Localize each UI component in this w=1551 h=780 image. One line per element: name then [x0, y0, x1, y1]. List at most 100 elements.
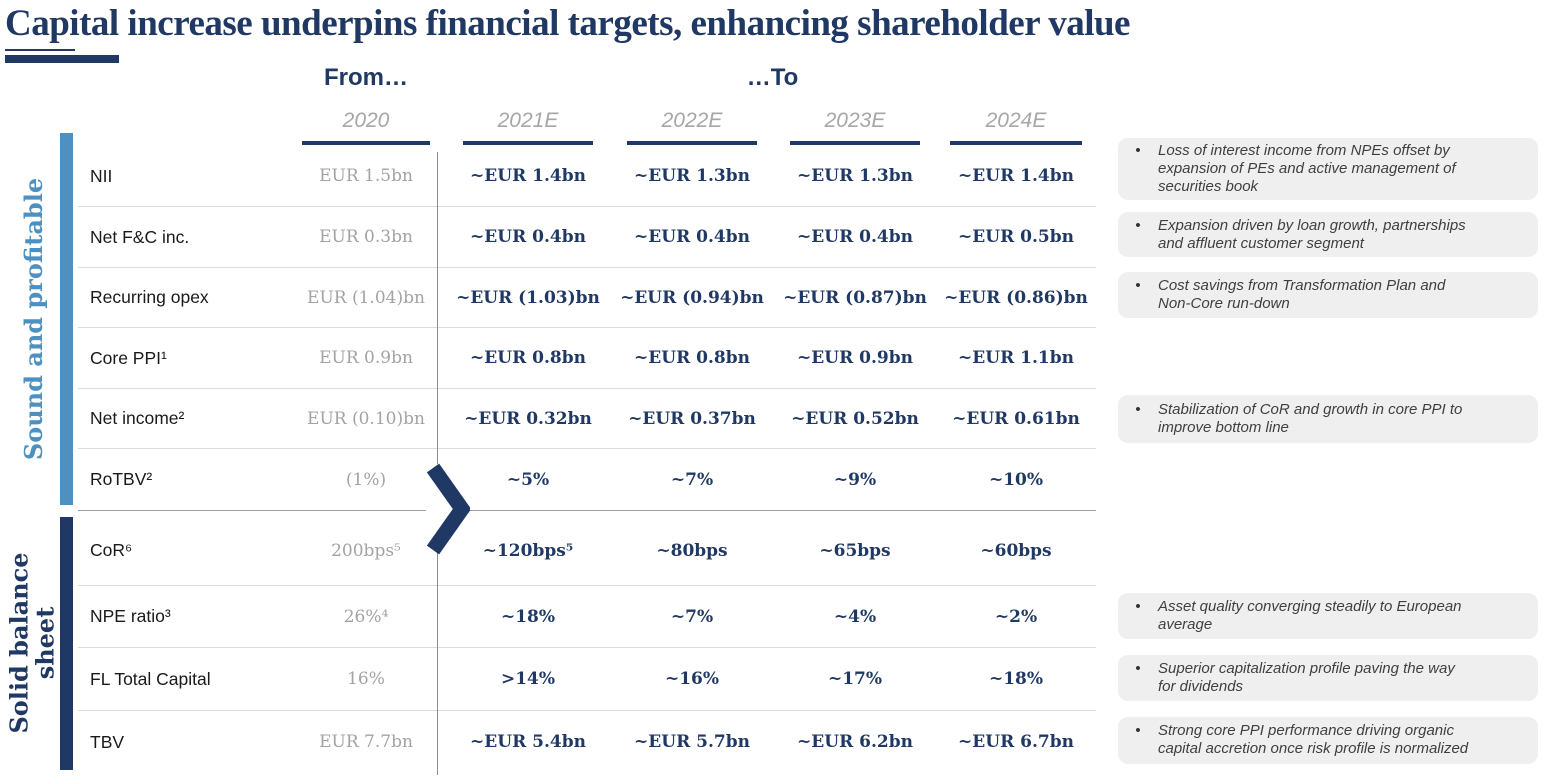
value-2021e: ~18% — [500, 606, 556, 627]
section-label-solid-balance-sheet: Solid balance sheet — [4, 552, 60, 734]
table-row: NPE ratio³ 26%⁴ ~18% ~7% ~4% ~2% — [78, 586, 1096, 648]
table-row: Net income² EUR (0.10)bn ~EUR 0.32bn ~EU… — [78, 389, 1096, 449]
table-row: CoR⁶ 200bps⁵ ~120bps⁵ ~80bps ~65bps ~60b… — [78, 516, 1096, 586]
bullet-icon: • — [1135, 217, 1141, 234]
value-2023e: ~4% — [833, 606, 877, 627]
value-2023e: ~EUR 1.3bn — [797, 166, 913, 186]
value-2023e: ~17% — [827, 669, 883, 689]
value-2020: 200bps⁵ — [331, 540, 401, 561]
value-2020: EUR (1.04)bn — [307, 287, 425, 308]
annotation-note: • Superior capitalization profile paving… — [1118, 655, 1538, 701]
annotation-note: • Cost savings from Transformation Plan … — [1118, 272, 1538, 318]
value-2024e: ~EUR 1.1bn — [958, 348, 1074, 368]
title-underline-thin — [5, 49, 75, 51]
value-2024e: ~18% — [988, 669, 1044, 689]
page-title: Capital increase underpins financial tar… — [5, 3, 1130, 44]
value-2023e: ~65bps — [819, 540, 891, 561]
value-2024e: ~EUR 0.5bn — [958, 227, 1074, 247]
annotation-text: Superior capitalization profile paving t… — [1158, 660, 1455, 695]
value-2023e: ~EUR 0.9bn — [797, 348, 913, 368]
bullet-icon: • — [1135, 142, 1141, 159]
value-2021e: ~EUR (1.03)bn — [456, 287, 600, 308]
year-underline — [790, 141, 920, 145]
value-2021e: ~EUR 0.8bn — [470, 348, 586, 368]
value-2022e: ~16% — [664, 669, 720, 689]
section-bar-sound — [60, 133, 73, 505]
year-underline — [627, 141, 757, 145]
value-2024e: ~EUR 0.61bn — [952, 408, 1080, 429]
value-2022e: ~EUR 0.37bn — [628, 408, 756, 429]
value-2022e: ~7% — [670, 469, 714, 490]
row-label: NPE ratio³ — [90, 606, 171, 626]
value-2024e: ~EUR 6.7bn — [958, 732, 1074, 752]
value-2020: EUR 1.5bn — [319, 166, 413, 186]
value-2021e: ~EUR 1.4bn — [470, 166, 586, 186]
annotation-text: Expansion driven by loan growth, partner… — [1158, 217, 1466, 252]
value-2020: 16% — [347, 669, 385, 689]
annotation-text: Cost savings from Transformation Plan an… — [1158, 277, 1446, 312]
value-2024e: ~2% — [994, 606, 1038, 627]
value-2022e: ~EUR 0.4bn — [634, 227, 750, 247]
year-header-2022e: 2022E — [661, 109, 723, 132]
value-2022e: ~EUR 1.3bn — [634, 166, 750, 186]
column-divider — [437, 552, 438, 775]
value-2021e: ~EUR 0.32bn — [464, 408, 592, 429]
value-2020: EUR 0.9bn — [319, 348, 413, 368]
value-2020: EUR 7.7bn — [319, 732, 413, 752]
value-2023e: ~EUR 6.2bn — [797, 732, 913, 752]
value-2021e: ~EUR 0.4bn — [470, 227, 586, 247]
annotation-note: • Strong core PPI performance driving or… — [1118, 717, 1538, 764]
annotation-text: Stabilization of CoR and growth in core … — [1158, 401, 1463, 436]
section-divider — [468, 510, 1096, 511]
value-2022e: ~EUR (0.94)bn — [620, 287, 764, 308]
value-2023e: ~9% — [833, 469, 877, 490]
value-2020: 26%⁴ — [343, 606, 389, 627]
section-divider — [78, 510, 426, 511]
row-label: Net income² — [90, 408, 185, 428]
row-label: Net F&C inc. — [90, 226, 190, 247]
annotation-note: • Expansion driven by loan growth, partn… — [1118, 212, 1538, 257]
year-underline — [302, 141, 430, 145]
value-2024e: ~60bps — [980, 540, 1052, 561]
table-row: TBV EUR 7.7bn ~EUR 5.4bn ~EUR 5.7bn ~EUR… — [78, 711, 1096, 773]
title-underline-thick — [5, 55, 119, 63]
year-header-2023e: 2023E — [824, 109, 886, 132]
value-2022e: ~EUR 0.8bn — [634, 348, 750, 368]
value-2022e: ~7% — [670, 606, 714, 627]
bullet-icon: • — [1135, 277, 1141, 294]
table-row: Net F&C inc. EUR 0.3bn ~EUR 0.4bn ~EUR 0… — [78, 207, 1096, 268]
table-row: FL Total Capital 16% >14% ~16% ~17% ~18% — [78, 648, 1096, 711]
section-bar-solid — [60, 517, 73, 770]
table-row: NII EUR 1.5bn ~EUR 1.4bn ~EUR 1.3bn ~EUR… — [78, 146, 1096, 207]
column-divider — [437, 152, 438, 464]
row-label: CoR⁶ — [90, 540, 133, 560]
value-2024e: ~EUR (0.86)bn — [944, 287, 1088, 308]
annotation-text: Loss of interest income from NPEs offset… — [1158, 142, 1456, 195]
value-2023e: ~EUR 0.52bn — [791, 408, 919, 429]
annotation-note: • Loss of interest income from NPEs offs… — [1118, 138, 1538, 200]
row-label: Core PPI¹ — [90, 347, 167, 368]
value-2021e: ~120bps⁵ — [482, 540, 574, 561]
column-header-from: From… — [324, 64, 408, 91]
table-row: Core PPI¹ EUR 0.9bn ~EUR 0.8bn ~EUR 0.8b… — [78, 328, 1096, 389]
value-2021e: ~EUR 5.4bn — [470, 732, 586, 752]
year-header-2021e: 2021E — [497, 109, 559, 132]
value-2024e: ~EUR 1.4bn — [958, 166, 1074, 186]
value-2022e: ~EUR 5.7bn — [634, 732, 750, 752]
annotation-note: • Stabilization of CoR and growth in cor… — [1118, 395, 1538, 443]
year-underline — [463, 141, 593, 145]
value-2024e: ~10% — [988, 469, 1044, 490]
value-2023e: ~EUR 0.4bn — [797, 227, 913, 247]
row-label: Recurring opex — [90, 287, 209, 307]
value-2020: EUR 0.3bn — [319, 227, 413, 247]
value-2023e: ~EUR (0.87)bn — [783, 287, 927, 308]
year-underline — [950, 141, 1082, 145]
section-label-sound-and-profitable: Sound and profitable — [19, 177, 48, 461]
row-label: RoTBV² — [90, 469, 153, 489]
table-row: RoTBV² (1%) ~5% ~7% ~9% ~10% — [78, 449, 1096, 510]
row-label: FL Total Capital — [90, 668, 211, 689]
bullet-icon: • — [1135, 722, 1141, 739]
value-2022e: ~80bps — [656, 540, 728, 561]
value-2021e: ~5% — [506, 469, 550, 490]
